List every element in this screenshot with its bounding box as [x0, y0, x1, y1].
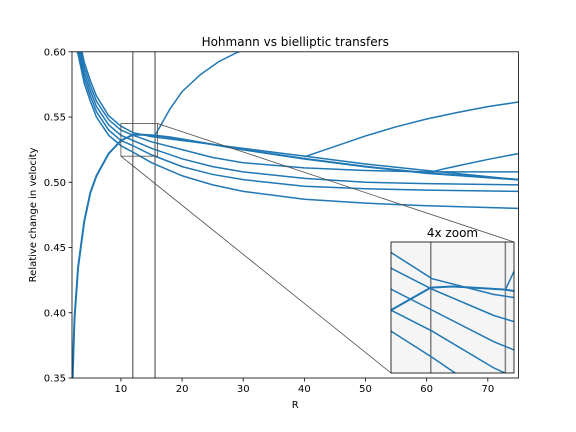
x-tick-label: 70	[481, 384, 494, 395]
x-tick-label: 10	[115, 384, 128, 395]
bielliptic-line	[80, 51, 519, 173]
bielliptic-line	[76, 51, 519, 210]
x-ticks: 10 20 30 40 50 60 70	[115, 378, 494, 395]
hohmann-line	[72, 133, 519, 379]
x-tick-label: 40	[298, 384, 311, 395]
y-tick-label: 0.60	[44, 47, 66, 58]
x-tick-label: 50	[359, 384, 372, 395]
x-tick-label: 20	[176, 384, 189, 395]
y-tick-label: 0.35	[44, 374, 66, 385]
bielliptic-line	[391, 288, 514, 351]
bielliptic-line	[79, 51, 519, 186]
zoom-connector-line	[120, 155, 392, 374]
inset-frame	[390, 241, 515, 374]
y-axis-label: Relative change in velocity	[28, 147, 39, 282]
bielliptic-line	[77, 51, 519, 193]
x-tick-label: 60	[420, 384, 433, 395]
y-tick-label: 0.55	[44, 113, 66, 124]
main-plot	[72, 51, 519, 379]
y-ticks: 0.35 0.40 0.45 0.50 0.55 0.60	[44, 47, 72, 385]
bielliptic-branch-line	[304, 101, 519, 158]
zoom-connector-line	[157, 123, 515, 243]
zoom-indicator	[120, 123, 515, 374]
main-frame	[71, 51, 519, 379]
bielliptic-line	[391, 309, 507, 373]
inset-title: 4x zoom	[427, 226, 478, 240]
hohmann-line	[391, 285, 514, 312]
inset-plot	[391, 242, 514, 373]
y-tick-label: 0.50	[44, 178, 66, 189]
bielliptic-line	[391, 267, 514, 323]
y-tick-label: 0.40	[44, 308, 66, 319]
bielliptic-branch-line	[504, 269, 514, 290]
bielliptic-branch-line	[154, 51, 242, 136]
x-tick-label: 30	[237, 384, 250, 395]
inset-axes: 4x zoom	[390, 226, 515, 374]
x-axis-label: R	[292, 400, 299, 411]
inset-background	[391, 242, 514, 373]
y-tick-label: 0.45	[44, 243, 66, 254]
chart-title: Hohmann vs bielliptic transfers	[202, 35, 389, 49]
zoom-box	[120, 123, 159, 157]
bielliptic-branch-line	[426, 152, 519, 174]
